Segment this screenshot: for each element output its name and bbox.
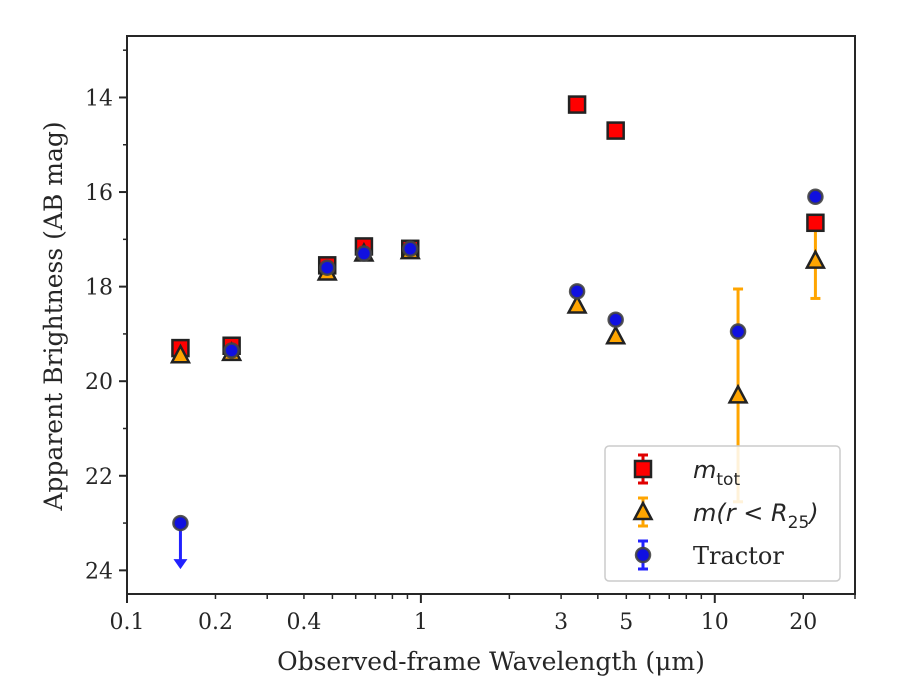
point-triangle-1-6 <box>605 324 627 345</box>
y-tick-label-1: 16 <box>85 181 113 206</box>
x-tick-label-5: 5 <box>619 610 633 635</box>
point-triangle-1-7 <box>727 383 749 404</box>
legend-marker-0 <box>633 459 653 479</box>
point-circle-2-0 <box>172 514 189 532</box>
point-circle-2-2 <box>318 259 336 276</box>
y-tick-label-3: 20 <box>85 370 113 395</box>
y-axis-label: Apparent Brightness (AB mag) <box>39 121 68 511</box>
x-axis-label: Observed-frame Wavelength (μm) <box>277 647 705 676</box>
point-circle-2-5 <box>568 283 586 300</box>
point-triangle-1-5 <box>566 293 588 314</box>
point-circle-2-4 <box>401 240 419 258</box>
point-circle-2-8 <box>807 188 824 206</box>
axes: 14 16 18 20 22 24 0.1 0.2 0.4 1 3 5 10 20 <box>85 35 856 635</box>
x-tick-label-1: 0.2 <box>198 610 233 635</box>
legend: mtot m(r < R25) Tractor <box>604 445 841 582</box>
y-tick-label-5: 24 <box>85 559 113 584</box>
point-triangle-1-0 <box>169 343 192 364</box>
point-square-0-7 <box>806 213 825 233</box>
x-tick-label-7: 20 <box>789 610 817 635</box>
point-square-0-6 <box>606 121 625 140</box>
legend-marker-1 <box>632 500 654 521</box>
x-tick-label-0: 0.1 <box>110 610 145 635</box>
point-circle-2-3 <box>355 245 373 262</box>
point-circle-2-6 <box>607 311 624 328</box>
y-tick-label-2: 18 <box>85 276 113 301</box>
upper-limit-arrow-2-0 <box>173 559 188 570</box>
legend-entry-2: Tractor <box>693 542 784 570</box>
y-tick-label-0: 14 <box>85 86 113 111</box>
legend-marker-2 <box>634 546 652 564</box>
point-circle-2-7 <box>729 323 747 340</box>
point-square-0-5 <box>567 95 587 114</box>
legend-box <box>604 445 841 582</box>
legend-entry-0: mtot <box>693 456 740 490</box>
x-tick-label-3: 1 <box>414 610 428 635</box>
plot-frame <box>126 35 856 595</box>
point-circle-2-1 <box>223 342 240 359</box>
x-tick-label-6: 10 <box>701 610 729 635</box>
plot-area <box>169 95 826 570</box>
x-tick-label-2: 0.4 <box>286 610 321 635</box>
legend-entry-1: m(r < R25) <box>693 499 819 533</box>
point-triangle-1-8 <box>804 248 826 269</box>
y-tick-label-4: 22 <box>85 465 113 490</box>
x-tick-label-4: 3 <box>554 610 568 635</box>
